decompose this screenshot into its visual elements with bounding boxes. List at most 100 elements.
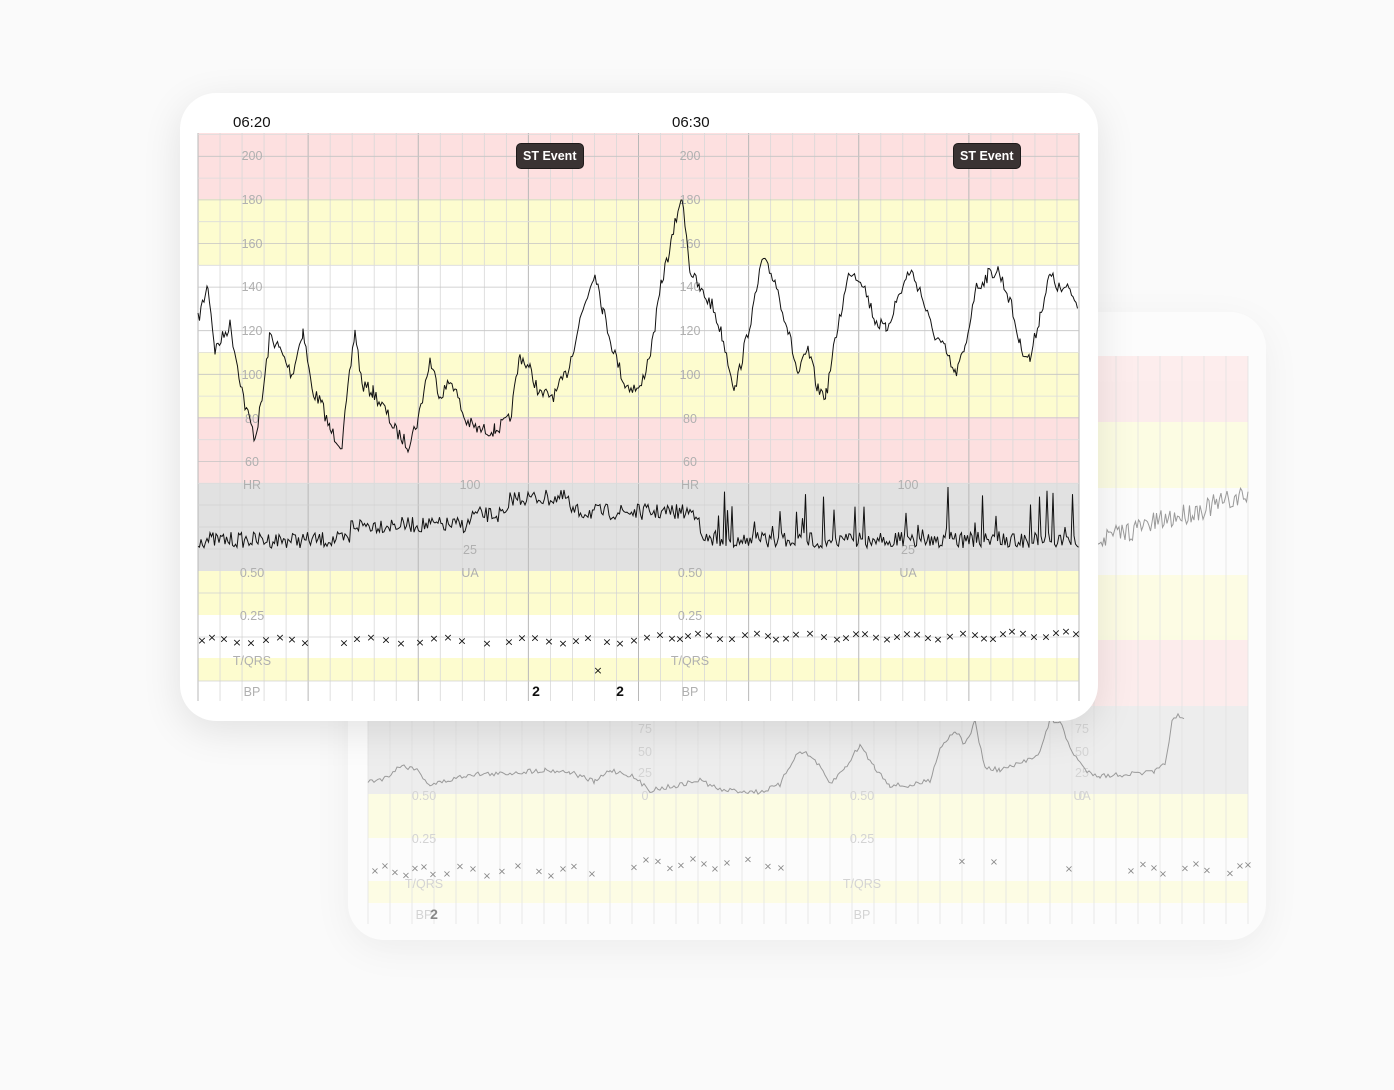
- ua-axis-tick: 75: [1075, 722, 1089, 736]
- tqrs-marker: ×: [371, 866, 379, 877]
- tqrs-marker: ×: [727, 632, 736, 645]
- tqrs-marker: ×: [723, 858, 731, 869]
- tqrs-marker: ×: [819, 630, 828, 643]
- tqrs-marker: ×: [945, 630, 954, 643]
- hr-axis-tick: 100: [680, 368, 701, 382]
- tqrs-marker: ×: [1051, 627, 1060, 640]
- tqrs-axis-label: T/QRS: [671, 654, 709, 668]
- tqrs-marker: ×: [958, 627, 967, 640]
- tqrs-marker: ×: [246, 637, 255, 650]
- ua-axis-tick: 50: [1075, 745, 1089, 759]
- tqrs-marker: ×: [219, 632, 228, 645]
- tqrs-marker: ×: [261, 633, 270, 646]
- tqrs-marker: ×: [841, 631, 850, 644]
- tqrs-marker: ×: [764, 861, 772, 872]
- tqrs-marker: ×: [711, 864, 719, 875]
- tqrs-marker: ×: [456, 862, 464, 873]
- ua-axis-tick: 100: [898, 478, 919, 492]
- tqrs-marker: ×: [871, 631, 880, 644]
- tqrs-marker: ×: [391, 867, 399, 878]
- tqrs-axis-tick: 0.25: [240, 609, 264, 623]
- tqrs-marker: ×: [381, 634, 390, 647]
- tqrs-marker: ×: [275, 631, 284, 644]
- tqrs-marker: ×: [232, 636, 241, 649]
- tqrs-marker: ×: [970, 628, 979, 641]
- hr-axis-tick: 120: [242, 324, 263, 338]
- tqrs-axis-tick: 0.50: [678, 566, 702, 580]
- tqrs-marker: ×: [469, 864, 477, 875]
- st-event-badge[interactable]: ST Event: [516, 143, 584, 169]
- tqrs-marker: ×: [588, 869, 596, 880]
- ua-axis-tick: 50: [638, 745, 652, 759]
- hr-trace: [197, 199, 1078, 454]
- tqrs-marker: ×: [791, 628, 800, 641]
- tqrs-marker: ×: [559, 864, 567, 875]
- tqrs-marker: ×: [535, 867, 543, 878]
- bp-axis-label: BP: [682, 685, 699, 699]
- hr-axis-tick: 100: [242, 368, 263, 382]
- tqrs-marker: ×: [483, 871, 491, 882]
- hr-axis-tick: 160: [680, 237, 701, 251]
- tqrs-marker: ×: [1007, 625, 1016, 638]
- tqrs-marker: ×: [1203, 866, 1211, 877]
- tqrs-marker: ×: [571, 635, 580, 648]
- hr-axis-label: HR: [243, 478, 261, 492]
- tqrs-marker: ×: [420, 862, 428, 873]
- hr-axis-tick: 120: [680, 324, 701, 338]
- tqrs-marker: ×: [583, 631, 592, 644]
- bp-axis-label: BP: [244, 685, 261, 699]
- tqrs-marker: ×: [411, 864, 419, 875]
- hr-axis-tick: 140: [242, 280, 263, 294]
- tqrs-marker: ×: [642, 631, 651, 644]
- tqrs-axis-tick: 0.50: [412, 789, 436, 803]
- ua-axis-label: UA: [899, 566, 917, 580]
- tqrs-marker: ×: [1029, 630, 1038, 643]
- tqrs-marker: ×: [504, 635, 513, 648]
- ua-axis-tick: 0: [642, 789, 649, 803]
- tqrs-marker: ×: [832, 633, 841, 646]
- tqrs-marker: ×: [1065, 864, 1073, 875]
- tqrs-axis-tick: 0.50: [240, 566, 264, 580]
- tqrs-marker: ×: [902, 627, 911, 640]
- tqrs-marker: ×: [851, 628, 860, 641]
- tqrs-marker: ×: [979, 632, 988, 645]
- ua-axis-tick: 25: [638, 766, 652, 780]
- tqrs-marker: ×: [429, 632, 438, 645]
- tqrs-marker: ×: [593, 664, 602, 677]
- tqrs-axis-label: T/QRS: [405, 877, 443, 891]
- tqrs-marker: ×: [300, 636, 309, 649]
- tqrs-marker: ×: [763, 630, 772, 643]
- tqrs-marker: ×: [752, 627, 761, 640]
- tqrs-marker: ×: [1127, 866, 1135, 877]
- tqrs-marker: ×: [683, 629, 692, 642]
- tqrs-marker: ×: [530, 632, 539, 645]
- tqrs-marker: ×: [1192, 859, 1200, 870]
- tqrs-marker: ×: [630, 863, 638, 874]
- tqrs-marker: ×: [958, 857, 966, 868]
- tqrs-marker: ×: [381, 861, 389, 872]
- tqrs-marker: ×: [1041, 630, 1050, 643]
- st-event-badge[interactable]: ST Event: [953, 143, 1021, 169]
- tqrs-marker: ×: [666, 864, 674, 875]
- tqrs-marker: ×: [544, 635, 553, 648]
- tqrs-marker: ×: [207, 631, 216, 644]
- tqrs-marker: ×: [1061, 625, 1070, 638]
- tqrs-marker: ×: [912, 628, 921, 641]
- tqrs-marker: ×: [1236, 861, 1244, 872]
- tqrs-marker: ×: [990, 857, 998, 868]
- tqrs-marker: ×: [558, 637, 567, 650]
- tqrs-marker: ×: [777, 863, 785, 874]
- hr-axis-tick: 160: [242, 237, 263, 251]
- tqrs-marker: ×: [570, 862, 578, 873]
- tqrs-marker: ×: [715, 632, 724, 645]
- tqrs-marker: ×: [629, 634, 638, 647]
- tqrs-axis-tick: 0.25: [678, 609, 702, 623]
- tqrs-axis-tick: 0.25: [850, 832, 874, 846]
- ua-axis-label: UA: [1073, 789, 1091, 803]
- hr-axis-tick: 140: [680, 280, 701, 294]
- background-ua-trace: [367, 712, 1185, 795]
- tqrs-marker: ×: [443, 631, 452, 644]
- tqrs-marker: ×: [933, 633, 942, 646]
- tqrs-marker: ×: [988, 633, 997, 646]
